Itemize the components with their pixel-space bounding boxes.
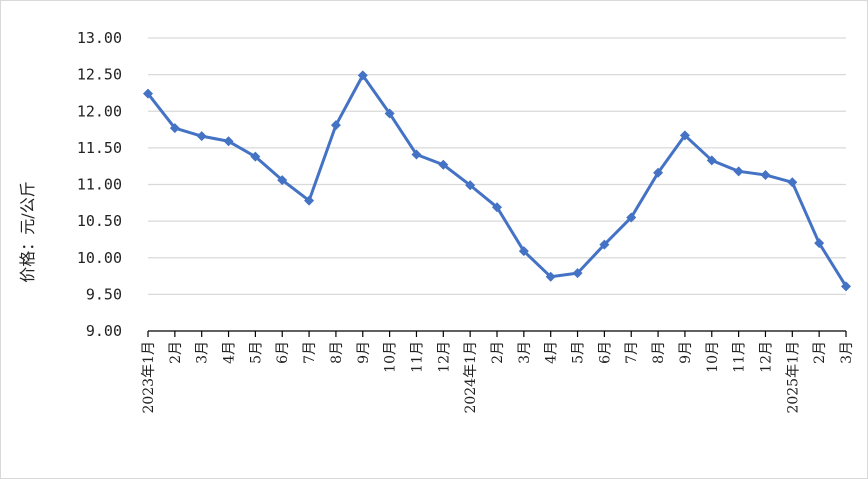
data-point-marker [384, 108, 395, 119]
data-point-marker [250, 151, 261, 162]
x-tick-label: 8月 [651, 341, 667, 364]
data-point-marker [465, 180, 476, 191]
x-tick-label: 5月 [571, 341, 587, 364]
data-point-marker [196, 131, 207, 142]
y-axis-ticks: 13.00 12.50 12.00 11.50 11.00 10.50 10.00 9.50 9… [77, 29, 122, 340]
data-point-marker [733, 166, 744, 177]
x-tick-label: 3月 [195, 341, 211, 364]
data-point-marker [223, 136, 234, 147]
series-line [146, 73, 848, 288]
data-point-marker [330, 120, 341, 131]
y-axis-label: 价格：元/公斤 [18, 181, 37, 282]
x-tick-label: 11月 [409, 341, 425, 373]
data-point-marker [545, 271, 556, 282]
x-tick-label: 11月 [732, 341, 748, 373]
x-tick-label: 10月 [705, 341, 721, 373]
x-tick-label: 2023年1月 [141, 341, 157, 414]
y-tick-label: 9.00 [86, 322, 122, 340]
data-point-marker [814, 238, 825, 249]
y-tick-label: 10.00 [77, 249, 122, 267]
x-tick-label: 9月 [678, 341, 694, 364]
data-point-marker [760, 169, 771, 180]
y-tick-label: 12.50 [77, 66, 122, 84]
x-tick-label: 4月 [222, 341, 238, 364]
x-tick-label: 5月 [248, 341, 264, 364]
y-tick-label: 13.00 [77, 29, 122, 47]
x-tick-label: 2月 [168, 341, 184, 364]
y-tick-label: 11.50 [77, 139, 122, 157]
data-point-marker [653, 167, 664, 178]
gridlines [148, 37, 846, 295]
data-point-marker [277, 175, 288, 186]
x-tick-label: 6月 [597, 341, 613, 364]
y-tick-label: 12.00 [77, 102, 122, 120]
x-tick-label: 7月 [624, 341, 640, 364]
x-tick-label: 9月 [356, 341, 372, 364]
x-tick-label: 2月 [490, 341, 506, 364]
x-tick-label: 4月 [544, 341, 560, 364]
x-tick-label: 7月 [302, 341, 318, 364]
x-axis [147, 330, 847, 337]
y-tick-label: 11.00 [77, 176, 122, 194]
data-point-marker [143, 88, 153, 99]
data-point-marker [599, 239, 610, 250]
data-point-marker [438, 159, 449, 170]
data-point-marker [357, 70, 368, 81]
data-point-marker [572, 268, 583, 279]
data-point-marker [787, 177, 798, 188]
data-point-marker [411, 149, 422, 160]
data-point-marker [304, 195, 315, 206]
data-point-marker [706, 155, 717, 166]
x-tick-label: 12月 [436, 341, 452, 373]
y-tick-label: 10.50 [77, 212, 122, 230]
x-axis-ticks: 2023年1月 2月 3月 4月 5月 6月 7月 8月 9月 10月 11月 12月 2024年1月 2… [141, 341, 855, 414]
data-point-marker [626, 212, 637, 223]
x-tick-label: 6月 [275, 341, 291, 364]
data-point-marker [841, 281, 851, 292]
x-tick-label: 10月 [383, 341, 399, 373]
x-tick-label: 12月 [758, 341, 774, 373]
data-point-marker [169, 123, 180, 134]
x-tick-label: 2月 [812, 341, 828, 364]
x-tick-label: 3月 [839, 341, 855, 364]
x-tick-label: 3月 [517, 341, 533, 364]
x-tick-label: 2025年1月 [785, 341, 801, 414]
data-point-marker [518, 246, 529, 257]
x-tick-label: 8月 [329, 341, 345, 364]
data-point-marker [492, 202, 502, 213]
series-markers [143, 70, 851, 292]
y-tick-label: 9.50 [86, 285, 122, 303]
x-tick-label: 2024年1月 [463, 341, 479, 414]
data-point-marker [679, 130, 690, 141]
